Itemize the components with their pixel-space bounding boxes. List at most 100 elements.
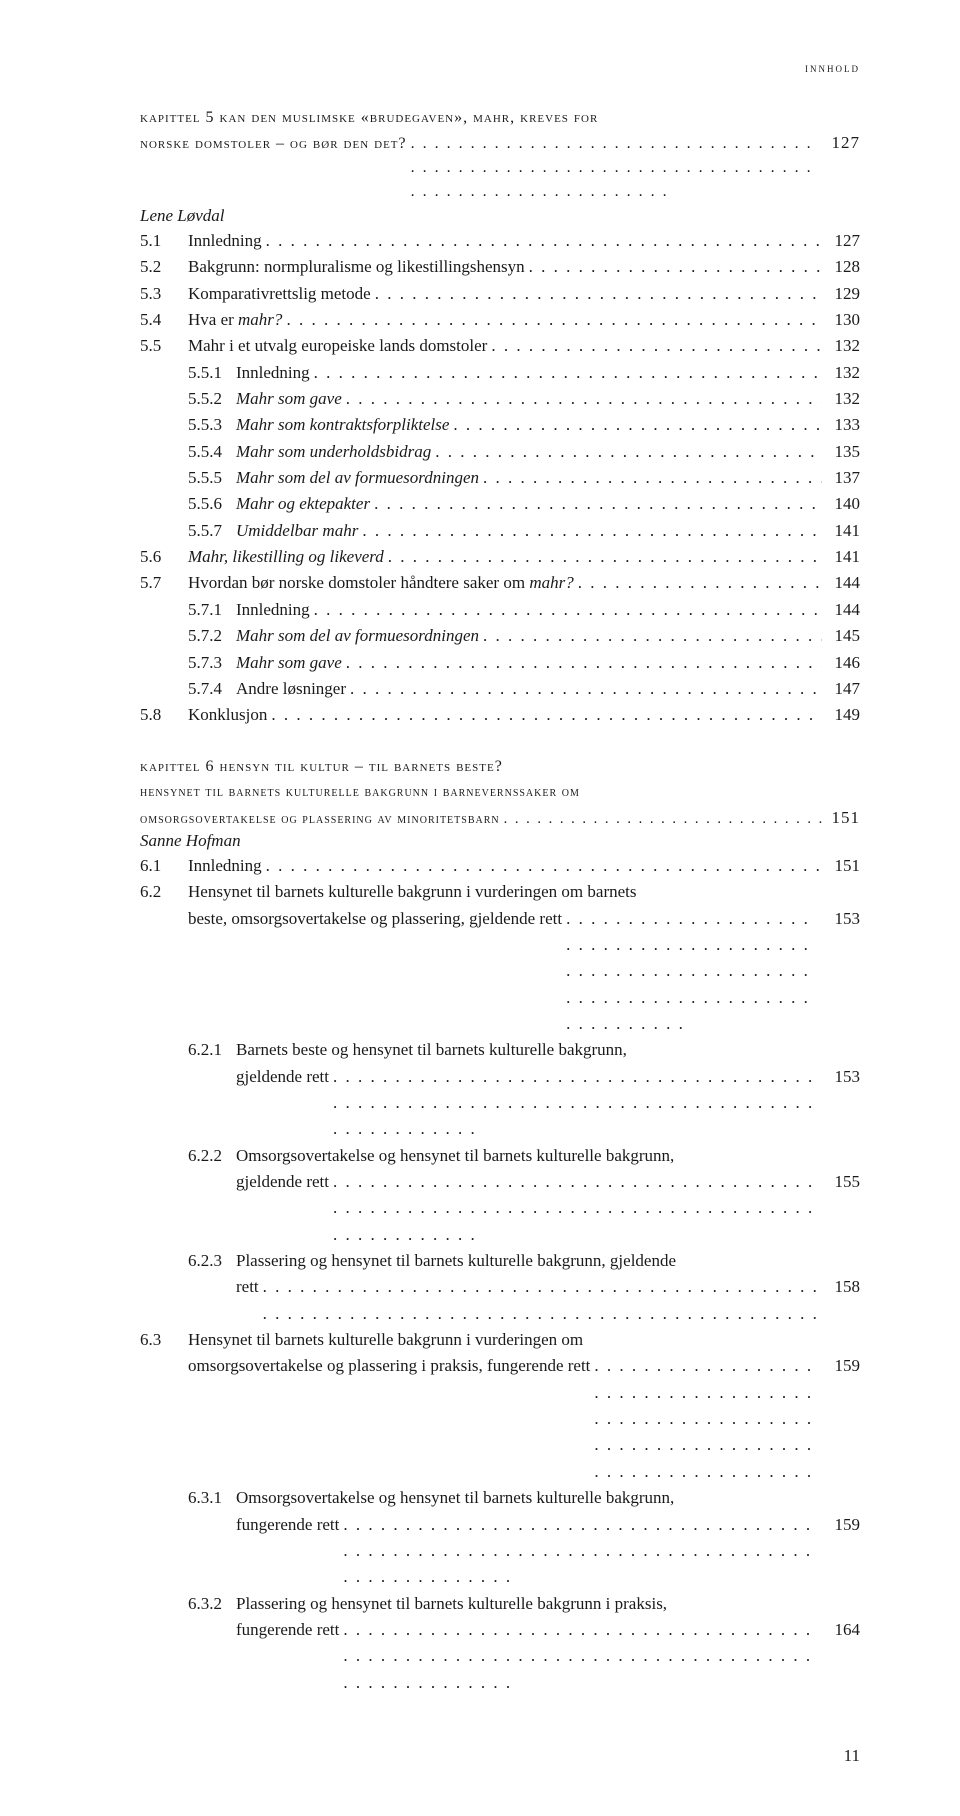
toc-entry: 5.5.4Mahr som underholdsbidrag135	[140, 439, 860, 465]
leader-dots	[375, 281, 822, 307]
toc-label: Mahr, likestilling og likeverd	[188, 544, 384, 570]
toc-page: 130	[826, 307, 860, 333]
toc-page: 158	[826, 1274, 860, 1300]
toc-number: 5.4	[140, 307, 188, 333]
leader-dots	[411, 132, 822, 204]
toc-label: Bakgrunn: normpluralisme og likestilling…	[188, 254, 525, 280]
toc-chapter-5: 5.1Innledning1275.2Bakgrunn: normplurali…	[140, 228, 860, 729]
toc-label: Umiddelbar mahr	[236, 518, 358, 544]
toc-number: 5.7.2	[188, 623, 236, 649]
toc-entry: 5.3Komparativrettslig metode 129	[140, 281, 860, 307]
toc-entry: 6.2.3Plassering og hensynet til barnets …	[140, 1248, 860, 1327]
leader-dots	[594, 1353, 822, 1485]
leader-dots	[271, 702, 822, 728]
toc-page: 149	[826, 702, 860, 728]
toc-page: 144	[826, 597, 860, 623]
leader-dots	[266, 228, 822, 254]
toc-label-cont: beste, omsorgsovertakelse og plassering,…	[188, 906, 562, 932]
toc-indent-pad	[188, 1617, 236, 1643]
toc-number: 5.5.2	[188, 386, 236, 412]
toc-page: 129	[826, 281, 860, 307]
toc-label: Mahr som gave	[236, 650, 342, 676]
toc-page: 153	[826, 1064, 860, 1090]
toc-number: 6.1	[140, 853, 188, 879]
toc-page: 159	[826, 1353, 860, 1379]
toc-number: 5.7.3	[188, 650, 236, 676]
toc-label: Mahr som del av formuesordningen	[236, 623, 479, 649]
toc-page: 141	[826, 518, 860, 544]
toc-number: 6.3	[140, 1327, 188, 1353]
toc-label-italic: mahr?	[238, 310, 282, 329]
leader-dots	[529, 254, 822, 280]
chapter-6-subheading-line2: omsorgsovertakelse og plassering av mino…	[140, 808, 500, 831]
toc-entry: 6.2.2Omsorgsovertakelse og hensynet til …	[140, 1143, 860, 1248]
toc-number: 5.5.4	[188, 439, 236, 465]
toc-number: 5.3	[140, 281, 188, 307]
toc-page: 133	[826, 412, 860, 438]
toc-label: Hensynet til barnets kulturelle bakgrunn…	[188, 879, 637, 905]
toc-number: 5.6	[140, 544, 188, 570]
toc-label-cont: fungerende rett	[236, 1512, 339, 1538]
toc-entry: 5.7Hvordan bør norske domstoler håndtere…	[140, 570, 860, 596]
leader-dots	[350, 676, 822, 702]
toc-entry: 6.3.1Omsorgsovertakelse og hensynet til …	[140, 1485, 860, 1590]
leader-dots	[343, 1617, 822, 1696]
toc-label: Omsorgsovertakelse og hensynet til barne…	[236, 1485, 674, 1511]
page-number-footer: 11	[140, 1746, 860, 1766]
toc-entry: 5.6Mahr, likestilling og likeverd141	[140, 544, 860, 570]
leader-dots	[491, 333, 822, 359]
toc-number: 5.5	[140, 333, 188, 359]
toc-indent-pad	[188, 1274, 236, 1300]
leader-dots	[483, 465, 822, 491]
toc-number: 5.7.4	[188, 676, 236, 702]
chapter-5-heading: kapittel 5 kan den muslimske «brudegaven…	[140, 106, 860, 204]
toc-label: Hvordan bør norske domstoler håndtere sa…	[188, 570, 574, 596]
toc-entry: 5.7.4Andre løsninger147	[140, 676, 860, 702]
toc-number: 5.1	[140, 228, 188, 254]
toc-number: 5.5.1	[188, 360, 236, 386]
toc-number: 6.2	[140, 879, 188, 905]
toc-page: 132	[826, 386, 860, 412]
toc-label-cont: gjeldende rett	[236, 1169, 329, 1195]
leader-dots	[578, 570, 822, 596]
toc-label-cont: gjeldende rett	[236, 1064, 329, 1090]
toc-entry: 5.1Innledning127	[140, 228, 860, 254]
toc-label-italic: mahr?	[529, 573, 573, 592]
toc-number: 5.5.6	[188, 491, 236, 517]
leader-dots	[263, 1274, 822, 1327]
toc-label: Komparativrettslig metode	[188, 281, 371, 307]
chapter-6-heading: kapittel 6 hensyn til kultur – til barne…	[140, 755, 860, 779]
toc-indent-pad	[188, 1512, 236, 1538]
toc-entry: 5.5.5Mahr som del av formuesordningen137	[140, 465, 860, 491]
toc-number: 5.5.5	[188, 465, 236, 491]
toc-number: 5.8	[140, 702, 188, 728]
toc-label: Innledning	[236, 597, 310, 623]
leader-dots	[504, 808, 822, 831]
toc-page: 140	[826, 491, 860, 517]
leader-dots	[314, 360, 822, 386]
toc-entry: 6.3Hensynet til barnets kulturelle bakgr…	[140, 1327, 860, 1485]
toc-page: 132	[826, 360, 860, 386]
toc-entry: 5.5.2Mahr som gave132	[140, 386, 860, 412]
toc-number: 5.7.1	[188, 597, 236, 623]
toc-label-cont: rett	[236, 1274, 259, 1300]
running-header: innhold	[140, 60, 860, 76]
toc-entry: 5.8Konklusjon 149	[140, 702, 860, 728]
chapter-5-heading-line1: kapittel 5 kan den muslimske «brudegaven…	[140, 106, 860, 130]
toc-page: 145	[826, 623, 860, 649]
toc-page: 164	[826, 1617, 860, 1643]
toc-entry: 5.7.2Mahr som del av formuesordningen 145	[140, 623, 860, 649]
chapter-6-subheading-line2-row: omsorgsovertakelse og plassering av mino…	[140, 804, 860, 831]
toc-label: Omsorgsovertakelse og hensynet til barne…	[236, 1143, 674, 1169]
toc-indent-pad	[188, 1064, 236, 1090]
toc-page: 144	[826, 570, 860, 596]
toc-page: 128	[826, 254, 860, 280]
toc-entry: 5.5.1Innledning132	[140, 360, 860, 386]
toc-label: Konklusjon	[188, 702, 267, 728]
chapter-6-page: 151	[826, 804, 860, 831]
toc-number: 6.2.1	[188, 1037, 236, 1063]
toc-indent-pad	[140, 906, 188, 932]
toc-indent-pad	[188, 1169, 236, 1195]
toc-number: 5.7	[140, 570, 188, 596]
toc-entry: 5.7.3Mahr som gave146	[140, 650, 860, 676]
